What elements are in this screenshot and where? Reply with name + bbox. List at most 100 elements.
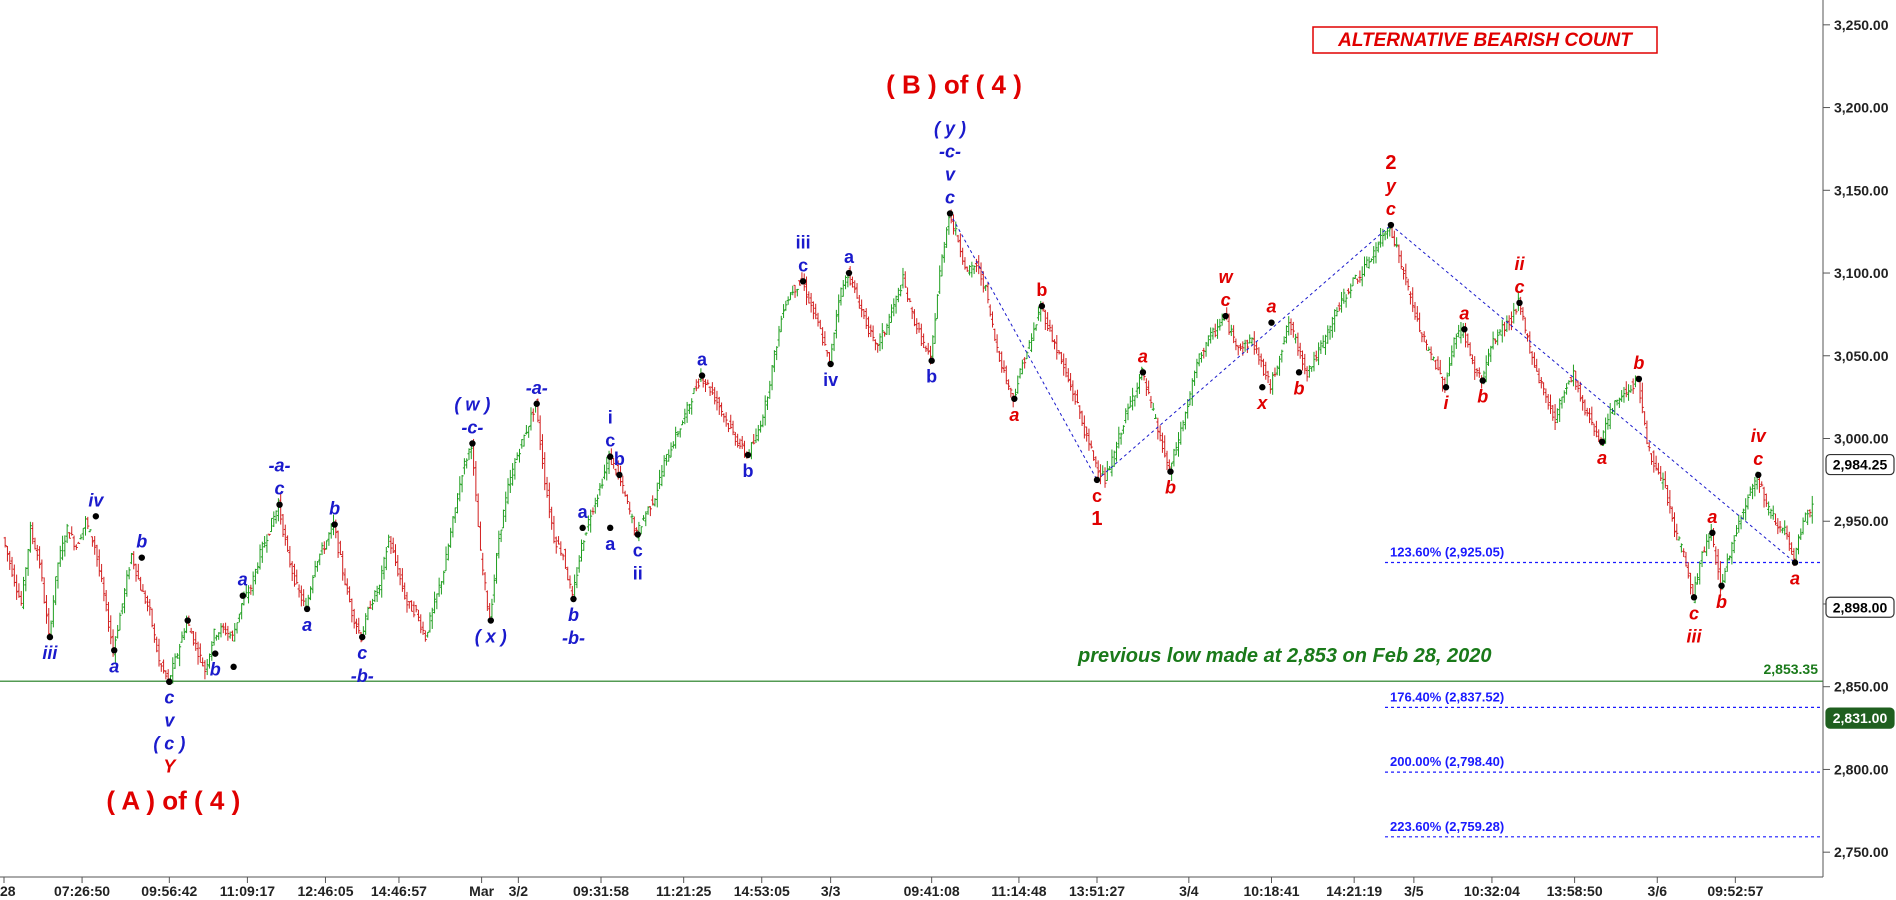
pivot-dot: [570, 595, 577, 603]
pivot-dot: [634, 531, 641, 538]
wave-label: b: [1036, 280, 1047, 300]
wave-label: ( x ): [475, 627, 507, 647]
price-box-value: 2,984.25: [1833, 457, 1888, 473]
previous-low-annotation: previous low made at 2,853 on Feb 28, 20…: [1077, 645, 1492, 667]
pivot-dot: [946, 210, 954, 217]
wave-label: iv: [1751, 426, 1767, 446]
pivot-dot: [845, 269, 853, 277]
x-tick-label: 10:32:04: [1464, 883, 1520, 899]
wave-label: c: [1221, 290, 1231, 310]
pivot-dot: [1295, 369, 1303, 376]
x-tick-label: 3/3: [821, 883, 841, 899]
wave-label: c: [798, 255, 808, 275]
wave-label: a: [1009, 405, 1019, 425]
pivot-dot: [1387, 221, 1395, 229]
pivot-dot: [138, 554, 145, 561]
pivot-dot: [928, 357, 935, 364]
pivot-dot: [698, 372, 706, 379]
pivot-dot: [331, 521, 338, 528]
wave-label: b: [1633, 353, 1644, 373]
wave-label: ( y ): [934, 118, 966, 138]
pivot-dot: [1167, 468, 1174, 475]
x-tick-label: 13:58:50: [1547, 883, 1603, 899]
wave-label: b: [926, 367, 937, 387]
pivot-dot: [359, 633, 366, 641]
degree-label: ( B ) of ( 4 ): [886, 69, 1022, 99]
x-tick-label: 3/5: [1404, 883, 1424, 899]
wave-label: b: [1294, 378, 1305, 398]
x-tick-label: 14:46:57: [371, 883, 427, 899]
trend-line: [1096, 224, 1392, 481]
wave-label: b: [1477, 387, 1488, 407]
x-tick-label: 09:56:42: [141, 883, 197, 899]
wave-label: ( c ): [153, 734, 185, 754]
wave-label: -b-: [351, 666, 374, 686]
wave-label: c: [357, 643, 367, 663]
chart-title: ALTERNATIVE BEARISH COUNT: [1337, 30, 1633, 51]
wave-label: a: [605, 534, 616, 554]
pivot-dot: [1139, 369, 1147, 376]
wave-label: ( w ): [454, 394, 490, 414]
fib-extension-label: 176.40% (2,837.52): [1390, 689, 1504, 704]
wave-label: a: [302, 615, 312, 635]
pivot-dot: [1709, 529, 1716, 537]
x-tick-label: 11:09:17: [220, 883, 275, 899]
y-tick-label: 3,250.00: [1834, 17, 1889, 33]
wave-label: a: [844, 247, 855, 267]
pivot-dot: [606, 524, 614, 532]
wave-label: w: [1219, 267, 1234, 287]
x-tick-label: 12:46:05: [297, 883, 353, 899]
title-box: ALTERNATIVE BEARISH COUNT: [1312, 26, 1658, 54]
price-box: [1825, 596, 1895, 618]
pivot-dot: [606, 453, 614, 460]
wave-label: v: [945, 164, 956, 184]
price-box-value: 2,898.00: [1833, 599, 1888, 615]
wave-label: c: [1092, 486, 1102, 506]
pivot-dot: [1093, 476, 1101, 484]
x-tick-label: 3/2: [509, 883, 529, 899]
y-tick-label: 2,850.00: [1834, 679, 1889, 695]
price-box-value: 2,831.00: [1833, 710, 1888, 726]
x-tick-label: 09:31:58: [573, 883, 629, 899]
trend-lines: [949, 213, 1796, 563]
pivot-dot: [1461, 326, 1468, 333]
wave-label: i: [1444, 393, 1450, 413]
wave-label: a: [238, 570, 248, 590]
pivot-dot: [487, 617, 494, 624]
wave-label: 1: [1091, 508, 1102, 530]
trend-line: [949, 213, 1098, 481]
wave-label: -c-: [461, 417, 483, 437]
x-tick-label: 09:41:08: [904, 883, 960, 899]
pivot-dot: [1038, 302, 1046, 310]
wave-label: c: [1689, 603, 1699, 623]
y-tick-label: 2,800.00: [1834, 761, 1889, 777]
wave-label: iv: [88, 490, 104, 510]
wave-label: iii: [1686, 626, 1702, 646]
wave-label: 2: [1385, 152, 1396, 174]
pivot-dot: [799, 278, 807, 285]
pivot-dot: [827, 360, 834, 368]
y-tick-label: 2,750.00: [1834, 844, 1889, 860]
pivot-dot: [1011, 395, 1018, 402]
pivot-dot: [166, 678, 173, 685]
wave-label: Y: [163, 757, 177, 777]
y-tick-label: 3,050.00: [1834, 348, 1889, 364]
x-tick-label: 13:51:27: [1069, 883, 1125, 899]
wave-label: ii: [1514, 254, 1525, 274]
wave-label: c: [945, 187, 955, 207]
wave-label: c: [605, 431, 615, 451]
previous-low-value: 2,853.35: [1764, 661, 1819, 677]
wave-label: c: [1386, 199, 1396, 219]
pivot-dot: [744, 451, 752, 459]
wave-label: v: [164, 711, 175, 731]
pivot-dot: [184, 617, 191, 624]
pivot-dot: [533, 400, 540, 407]
pivot-dot: [1598, 438, 1606, 446]
y-tick-label: 3,150.00: [1834, 182, 1889, 198]
price-box: [1825, 453, 1895, 476]
wave-label: iv: [823, 370, 838, 390]
pivot-dot: [92, 513, 100, 520]
x-tick-label: Mar: [469, 883, 494, 899]
